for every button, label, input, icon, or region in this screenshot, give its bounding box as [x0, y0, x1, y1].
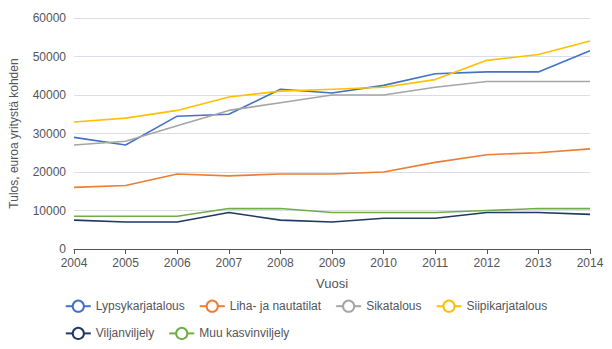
svg-text:2009: 2009 [319, 256, 346, 270]
svg-text:2004: 2004 [61, 256, 88, 270]
svg-text:2012: 2012 [473, 256, 500, 270]
svg-text:Siipikarjatalous: Siipikarjatalous [466, 299, 547, 313]
svg-text:Liha- ja nautatilat: Liha- ja nautatilat [230, 299, 322, 313]
svg-text:40000: 40000 [33, 88, 67, 102]
svg-text:20000: 20000 [33, 165, 67, 179]
svg-text:2006: 2006 [164, 256, 191, 270]
svg-text:0: 0 [59, 242, 66, 256]
svg-text:2007: 2007 [215, 256, 242, 270]
svg-text:60000: 60000 [33, 11, 67, 25]
svg-text:50000: 50000 [33, 50, 67, 64]
svg-text:Sikatalous: Sikatalous [366, 299, 421, 313]
svg-text:2014: 2014 [577, 256, 604, 270]
svg-text:30000: 30000 [33, 127, 67, 141]
svg-text:2011: 2011 [422, 256, 448, 270]
svg-text:2010: 2010 [370, 256, 397, 270]
svg-text:2008: 2008 [267, 256, 294, 270]
svg-text:Tulos, euroa yritystä kohden: Tulos, euroa yritystä kohden [7, 58, 21, 208]
svg-text:2013: 2013 [525, 256, 552, 270]
svg-text:Viljanviljely: Viljanviljely [96, 326, 154, 340]
svg-text:10000: 10000 [33, 204, 67, 218]
svg-text:Vuosi: Vuosi [316, 276, 348, 291]
svg-text:Lypsykarjatalous: Lypsykarjatalous [96, 299, 185, 313]
svg-text:Muu kasvinviljely: Muu kasvinviljely [199, 326, 289, 340]
svg-text:2005: 2005 [112, 256, 139, 270]
